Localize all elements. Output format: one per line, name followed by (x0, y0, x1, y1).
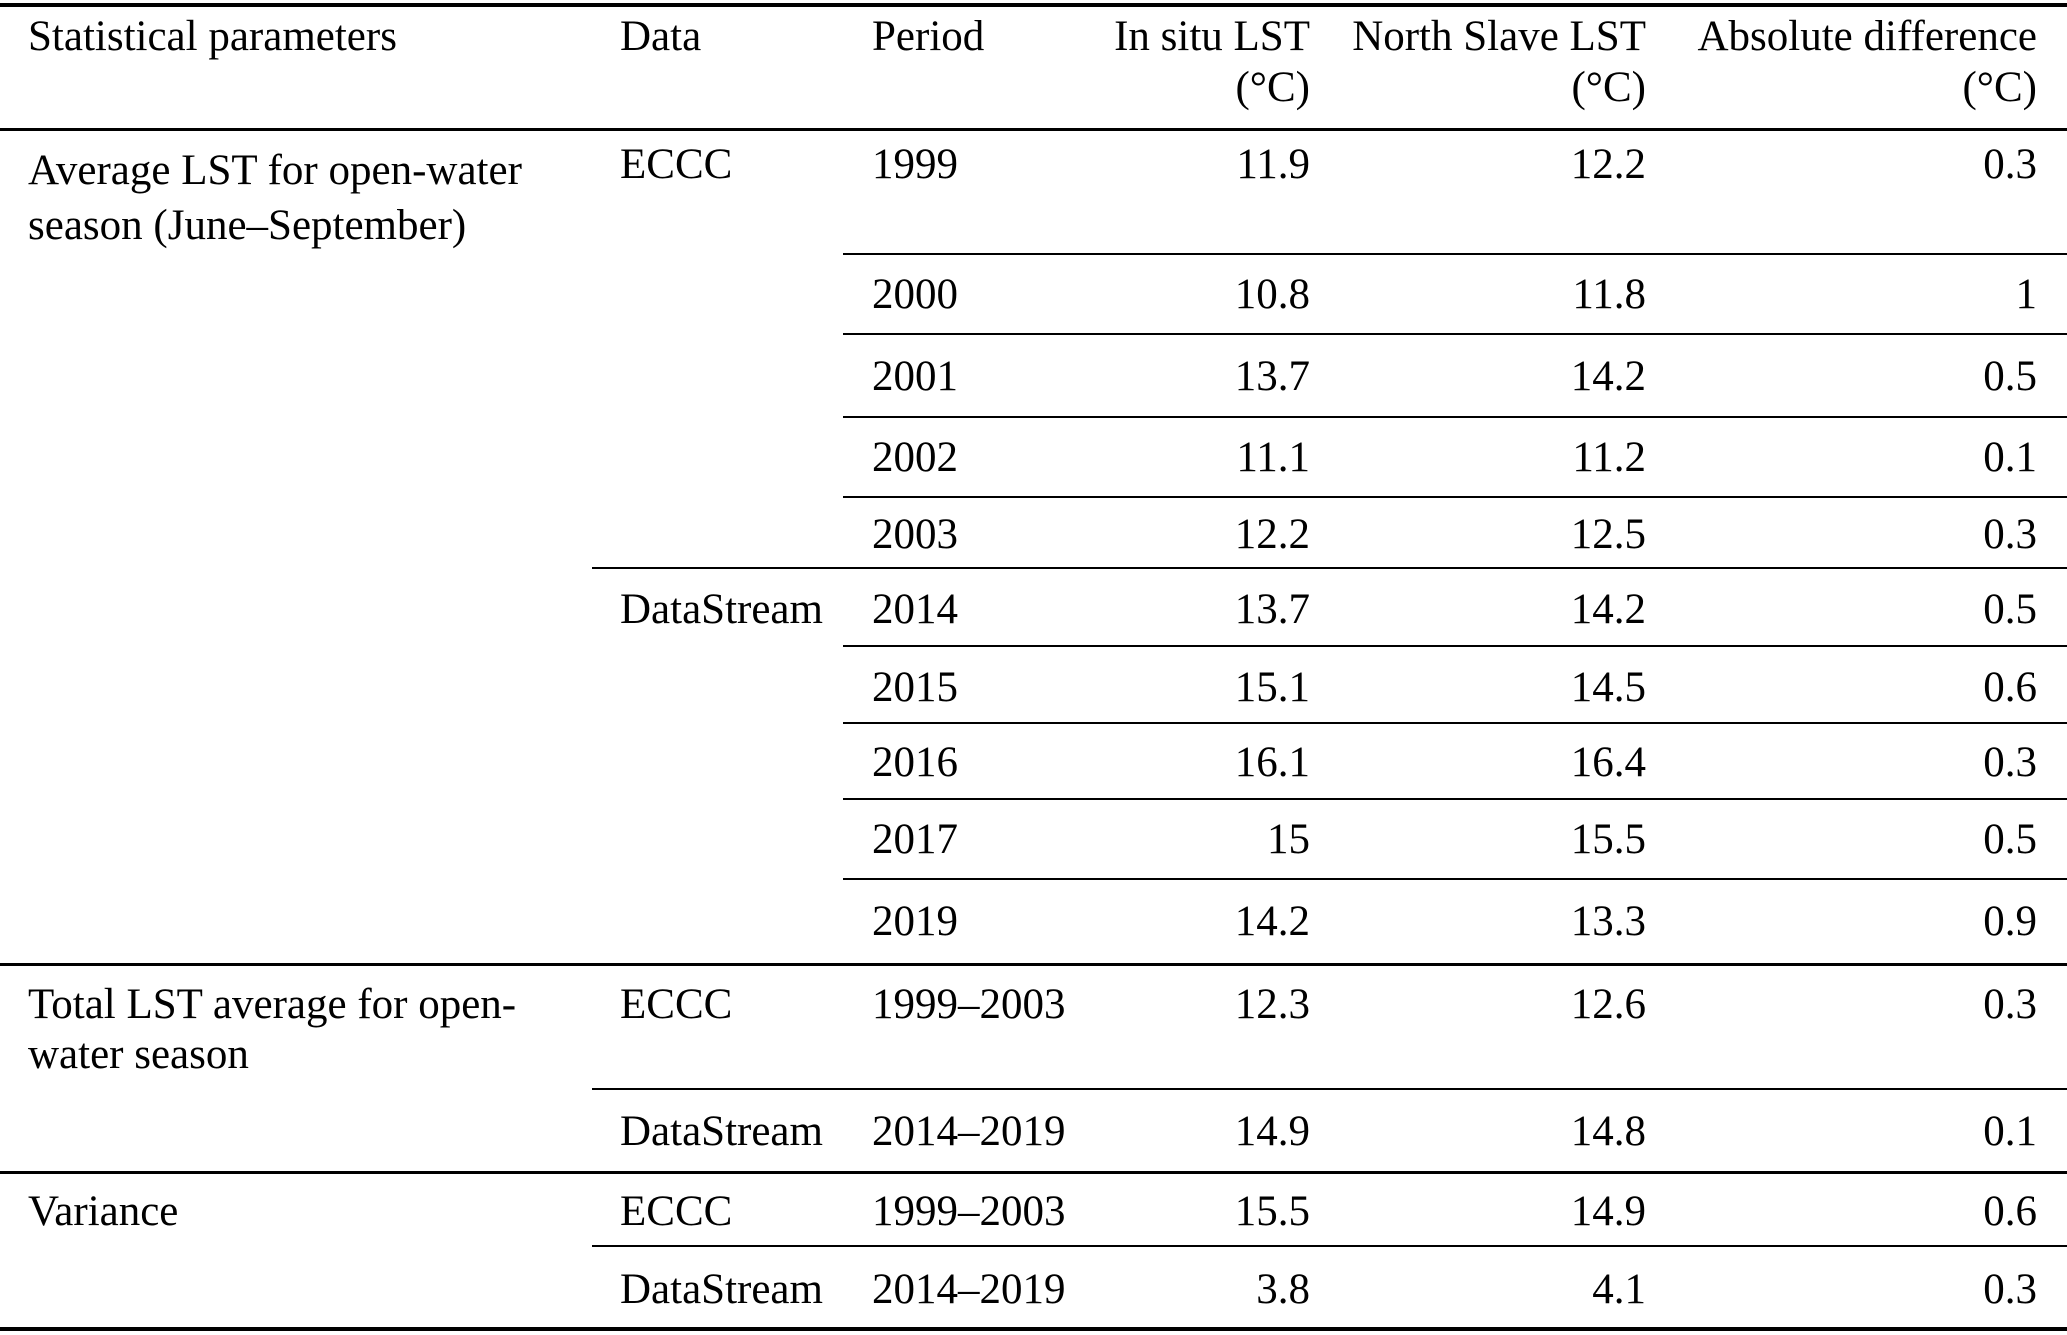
col-header-data: Data (620, 13, 702, 60)
cell-absolute-difference: 0.5 (1983, 353, 2037, 400)
cell-in-situ-lst: 14.9 (1234, 1108, 1310, 1155)
cell-period: 1999–2003 (872, 1188, 1066, 1235)
cell-in-situ-lst: 11.9 (1236, 141, 1310, 188)
cell-in-situ-lst: 12.3 (1234, 981, 1310, 1028)
rule-section-divider (0, 1171, 2067, 1174)
cell-period: 2014–2019 (872, 1108, 1066, 1155)
rule-data-group-divider (592, 1088, 2067, 1090)
cell-in-situ-lst: 12.2 (1234, 511, 1310, 558)
rule-row-divider (843, 878, 2067, 880)
rule-section-divider (0, 963, 2067, 966)
rule-top-border (0, 3, 2067, 7)
cell-data-source: DataStream (620, 1266, 823, 1313)
cell-north-slave-lst: 12.6 (1570, 981, 1646, 1028)
cell-period: 2014–2019 (872, 1266, 1066, 1313)
cell-in-situ-lst: 16.1 (1234, 739, 1310, 786)
rule-header-divider (0, 128, 2067, 131)
cell-north-slave-lst: 14.8 (1570, 1108, 1646, 1155)
rule-row-divider (843, 416, 2067, 418)
cell-period: 1999–2003 (872, 981, 1066, 1028)
cell-absolute-difference: 0.3 (1983, 141, 2037, 188)
cell-in-situ-lst: 15.5 (1234, 1188, 1310, 1235)
rule-row-divider (843, 496, 2067, 498)
col-header-in-situ-lst: In situ LST (1114, 13, 1310, 60)
rule-data-group-divider (592, 567, 2067, 569)
col-header-in-situ-unit: (°C) (1235, 64, 1310, 111)
col-header-absolute-difference: Absolute difference (1697, 13, 2038, 60)
cell-in-situ-lst: 11.1 (1236, 434, 1310, 481)
cell-param-line1: Variance (28, 1188, 179, 1235)
col-header-absolute-difference-unit: (°C) (1962, 64, 2037, 111)
cell-in-situ-lst: 10.8 (1234, 271, 1310, 318)
col-header-north-slave-unit: (°C) (1571, 64, 1646, 111)
cell-param-line2: water season (28, 1031, 249, 1078)
cell-period: 2014 (872, 586, 958, 633)
cell-period: 2015 (872, 664, 958, 711)
cell-absolute-difference: 0.3 (1983, 739, 2037, 786)
cell-period: 2019 (872, 898, 958, 945)
cell-absolute-difference: 0.6 (1983, 1188, 2037, 1235)
cell-absolute-difference: 0.3 (1983, 1266, 2037, 1313)
rule-row-divider (843, 253, 2067, 255)
cell-absolute-difference: 0.1 (1983, 1108, 2037, 1155)
cell-period: 1999 (872, 141, 958, 188)
cell-in-situ-lst: 3.8 (1256, 1266, 1310, 1313)
cell-north-slave-lst: 14.2 (1570, 353, 1646, 400)
cell-data-source: ECCC (620, 981, 733, 1028)
col-header-period: Period (872, 13, 985, 60)
cell-data-source: DataStream (620, 586, 823, 633)
cell-absolute-difference: 0.3 (1983, 511, 2037, 558)
rule-row-divider (843, 722, 2067, 724)
cell-absolute-difference: 0.9 (1983, 898, 2037, 945)
cell-param-line2: season (June–September) (28, 202, 467, 249)
cell-absolute-difference: 0.5 (1983, 586, 2037, 633)
cell-period: 2016 (872, 739, 958, 786)
cell-period: 2002 (872, 434, 958, 481)
cell-north-slave-lst: 13.3 (1570, 898, 1646, 945)
cell-north-slave-lst: 11.2 (1572, 434, 1646, 481)
cell-data-source: ECCC (620, 1188, 733, 1235)
cell-period: 2017 (872, 816, 958, 863)
cell-absolute-difference: 1 (2015, 271, 2038, 318)
cell-absolute-difference: 0.1 (1983, 434, 2037, 481)
rule-bottom-border (0, 1327, 2067, 1331)
cell-north-slave-lst: 14.2 (1570, 586, 1646, 633)
cell-period: 2000 (872, 271, 958, 318)
cell-north-slave-lst: 12.2 (1570, 141, 1646, 188)
cell-param-line1: Total LST average for open- (28, 981, 517, 1028)
cell-absolute-difference: 0.5 (1983, 816, 2037, 863)
cell-north-slave-lst: 14.9 (1570, 1188, 1646, 1235)
cell-period: 2001 (872, 353, 958, 400)
cell-period: 2003 (872, 511, 958, 558)
cell-north-slave-lst: 16.4 (1570, 739, 1646, 786)
rule-row-divider (843, 645, 2067, 647)
cell-north-slave-lst: 15.5 (1570, 816, 1646, 863)
cell-in-situ-lst: 14.2 (1234, 898, 1310, 945)
cell-param-line1: Average LST for open-water (28, 147, 522, 194)
rule-data-group-divider (592, 1245, 2067, 1247)
cell-north-slave-lst: 4.1 (1592, 1266, 1646, 1313)
cell-data-source: ECCC (620, 141, 733, 188)
cell-absolute-difference: 0.6 (1983, 664, 2037, 711)
cell-in-situ-lst: 13.7 (1234, 353, 1310, 400)
cell-north-slave-lst: 14.5 (1570, 664, 1646, 711)
rule-row-divider (843, 333, 2067, 335)
rule-row-divider (843, 798, 2067, 800)
cell-in-situ-lst: 15.1 (1234, 664, 1310, 711)
col-header-statistical-parameters: Statistical parameters (28, 13, 397, 60)
cell-in-situ-lst: 15 (1267, 816, 1310, 863)
cell-north-slave-lst: 12.5 (1570, 511, 1646, 558)
cell-north-slave-lst: 11.8 (1572, 271, 1646, 318)
cell-data-source: DataStream (620, 1108, 823, 1155)
col-header-north-slave-lst: North Slave LST (1352, 13, 1646, 60)
cell-absolute-difference: 0.3 (1983, 981, 2037, 1028)
cell-in-situ-lst: 13.7 (1234, 586, 1310, 633)
